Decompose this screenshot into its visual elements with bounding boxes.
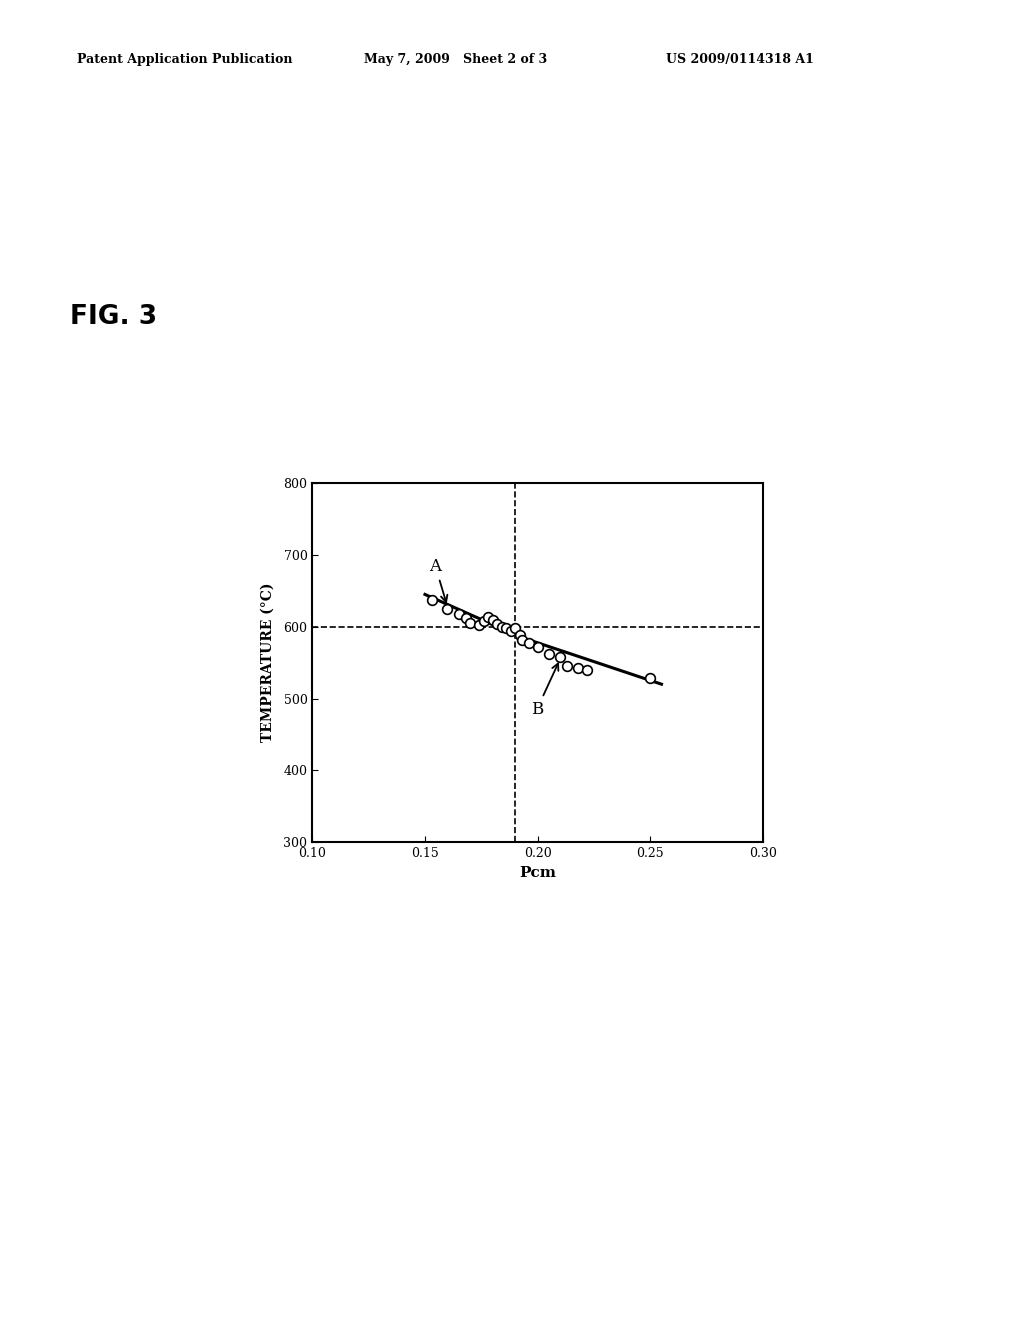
Y-axis label: TEMPERATURE (°C): TEMPERATURE (°C) [261,583,275,742]
Text: FIG. 3: FIG. 3 [70,304,157,330]
Text: May 7, 2009   Sheet 2 of 3: May 7, 2009 Sheet 2 of 3 [364,53,547,66]
Text: Patent Application Publication: Patent Application Publication [77,53,292,66]
Text: B: B [530,664,558,718]
Text: A: A [429,558,447,602]
Text: US 2009/0114318 A1: US 2009/0114318 A1 [666,53,813,66]
X-axis label: Pcm: Pcm [519,866,556,879]
